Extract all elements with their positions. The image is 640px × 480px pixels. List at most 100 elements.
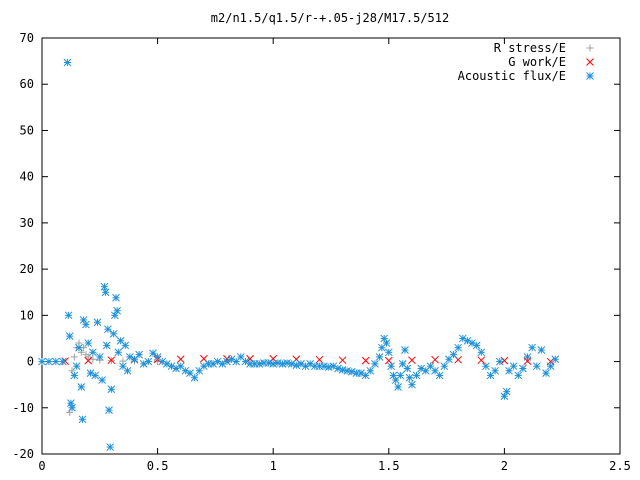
data-point (477, 348, 486, 357)
data-point (153, 353, 162, 361)
data-point (347, 367, 356, 376)
data-point (63, 58, 72, 67)
axis-ticks: 0 0.5 1 1.5 2 2.5 -20 -10 0 10 20 30 40 50 60 70 (12, 31, 631, 473)
data-point (315, 355, 324, 364)
data-point (75, 343, 83, 352)
data-point (264, 359, 273, 367)
data-point (38, 357, 46, 366)
y-tick-label: 60 (20, 77, 34, 91)
legend-label: G work/E (508, 55, 566, 69)
data-point (45, 357, 53, 366)
data-point (89, 355, 97, 363)
data-point (89, 348, 97, 357)
data-point (84, 356, 93, 365)
data-point (401, 346, 409, 354)
data-point (149, 349, 157, 358)
data-point (67, 399, 75, 408)
data-point (519, 364, 527, 373)
data-point (78, 415, 87, 424)
data-point (387, 362, 395, 371)
data-point (273, 359, 282, 367)
data-point (449, 350, 458, 359)
data-point (82, 320, 90, 329)
data-point (107, 356, 116, 365)
data-point (70, 371, 79, 380)
data-point (190, 373, 199, 382)
data-point (72, 362, 81, 371)
data-point (109, 329, 118, 338)
data-point (542, 369, 550, 377)
data-point (454, 343, 463, 352)
data-point (113, 306, 121, 315)
data-point (502, 387, 511, 396)
data-point (500, 356, 509, 365)
data-point (546, 362, 555, 371)
data-point (121, 341, 130, 350)
x-tick-label: 1 (270, 459, 277, 473)
data-point (371, 360, 379, 368)
data-point (537, 346, 546, 354)
x-tick-label: 0.5 (147, 459, 169, 473)
data-point (361, 371, 370, 380)
data-point (338, 356, 347, 365)
data-point (361, 356, 370, 365)
data-point (64, 311, 73, 320)
legend-label: Acoustic flux/E (458, 69, 566, 83)
y-tick-label: 40 (20, 170, 34, 184)
data-point (77, 383, 86, 391)
series-layer (38, 58, 560, 451)
data-point (408, 380, 416, 389)
data-point (403, 364, 412, 373)
data-point (382, 339, 391, 347)
data-point (523, 353, 532, 361)
data-point (412, 371, 421, 380)
data-point (106, 443, 115, 451)
x-tick-label: 2.5 (609, 459, 631, 473)
data-point (278, 360, 287, 368)
data-point (102, 341, 111, 350)
data-point (84, 339, 93, 347)
legend-label: R stress/E (494, 41, 566, 55)
y-tick-label: 70 (20, 31, 34, 45)
data-point (431, 355, 439, 364)
data-point (195, 366, 204, 375)
data-point (52, 357, 60, 366)
legend-marker (586, 72, 594, 80)
data-point (65, 332, 74, 340)
data-point (255, 360, 264, 368)
data-point (91, 371, 100, 380)
legend-marker (586, 44, 594, 52)
data-point (394, 383, 402, 391)
data-point (375, 353, 384, 361)
data-point (84, 353, 92, 361)
data-point (435, 371, 444, 380)
data-point (287, 360, 296, 368)
data-point (532, 362, 541, 371)
data-point (123, 366, 132, 375)
data-point (105, 406, 113, 414)
data-point (491, 366, 500, 375)
data-point (101, 288, 110, 297)
data-point (283, 359, 291, 367)
y-tick-label: 20 (20, 262, 34, 276)
data-point (338, 366, 347, 374)
data-point (112, 293, 120, 302)
data-point (176, 355, 185, 364)
data-point (482, 362, 490, 371)
data-point (98, 376, 106, 384)
chart-title: m2/n1.5/q1.5/r-+.05-j28/M17.5/512 (211, 11, 449, 25)
data-point (495, 357, 504, 366)
data-point (396, 371, 405, 380)
plot-frame (41, 37, 621, 455)
y-tick-label: -20 (12, 447, 34, 461)
series-star (38, 58, 560, 451)
data-point (95, 353, 104, 361)
y-tick-label: 0 (27, 355, 34, 369)
y-tick-label: 30 (20, 216, 34, 230)
data-point (384, 348, 393, 357)
data-point (292, 361, 301, 370)
y-tick-label: 10 (20, 308, 34, 322)
